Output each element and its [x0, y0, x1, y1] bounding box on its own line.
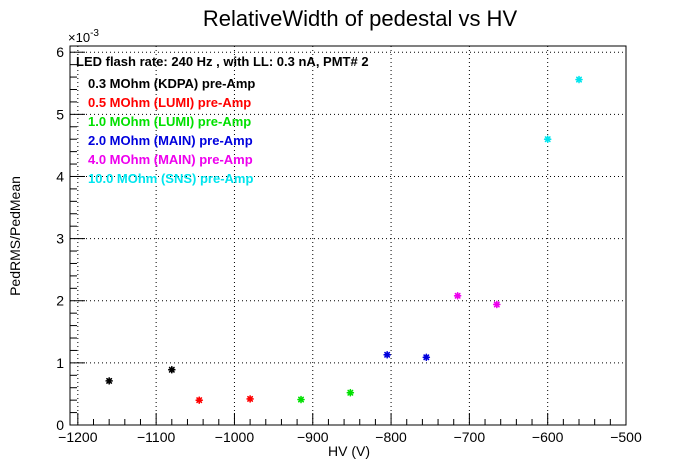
x-tick-label: −700	[454, 429, 486, 445]
data-point	[383, 350, 391, 359]
x-tick-label: −1200	[58, 429, 98, 445]
y-tick-labels: 0 1 2 3 4 5 6	[56, 44, 64, 433]
data-point	[346, 388, 355, 397]
x-axis-label: HV (V)	[328, 443, 370, 459]
x-tick-label: −900	[297, 429, 329, 445]
data-point	[168, 365, 176, 374]
x-tick-labels: −1200 −1100 −1000 −900 −800 −700 −600 −500	[58, 429, 642, 445]
y-tick-label: 0	[56, 417, 64, 433]
legend-entry: 2.0 MOhm (MAIN) pre-Amp	[88, 133, 253, 148]
legend-entry: 4.0 MOhm (MAIN) pre-Amp	[88, 152, 253, 167]
y-axis-label: PedRMS/PedMean	[7, 176, 23, 296]
legend: 0.3 MOhm (KDPA) pre-Amp 0.5 MOhm (LUMI) p…	[88, 76, 255, 186]
data-point	[543, 135, 552, 143]
data-points	[105, 75, 583, 404]
legend-entry: 0.3 MOhm (KDPA) pre-Amp	[88, 76, 255, 91]
y-exponent-power: -3	[90, 28, 99, 39]
data-point	[422, 353, 431, 362]
data-point	[246, 395, 254, 403]
data-point	[195, 396, 204, 404]
y-tick-label: 3	[56, 231, 64, 247]
data-point	[575, 75, 583, 84]
x-tick-label: −500	[610, 429, 642, 445]
y-tick-label: 6	[56, 44, 64, 60]
axis-ticks	[70, 51, 627, 426]
data-point	[492, 300, 501, 309]
x-tick-label: −1100	[137, 429, 175, 445]
y-tick-label: 4	[56, 168, 64, 184]
y-tick-label: 2	[56, 293, 64, 309]
grid-lines	[70, 46, 626, 425]
data-point	[453, 291, 462, 300]
y-exponent-base: ×10	[68, 30, 90, 45]
legend-header: LED flash rate: 240 Hz , with LL: 0.3 nA…	[76, 54, 369, 69]
y-tick-label: 5	[56, 106, 64, 122]
y-exponent-label: ×10-3	[68, 28, 99, 45]
legend-entry: 10.0 MOhm (SNS) pre-Amp	[88, 171, 253, 186]
plot-frame	[69, 45, 627, 426]
x-tick-label: −800	[375, 429, 407, 445]
legend-entry: 1.0 MOhm (LUMI) pre-Amp	[88, 114, 251, 129]
legend-entry: 0.5 MOhm (LUMI) pre-Amp	[88, 95, 251, 110]
data-point	[297, 395, 305, 404]
chart-title: RelativeWidth of pedestal vs HV	[203, 6, 518, 31]
y-tick-label: 1	[56, 355, 64, 371]
data-point	[105, 377, 113, 385]
x-tick-label: −600	[532, 429, 564, 445]
x-tick-label: −1000	[215, 429, 255, 445]
